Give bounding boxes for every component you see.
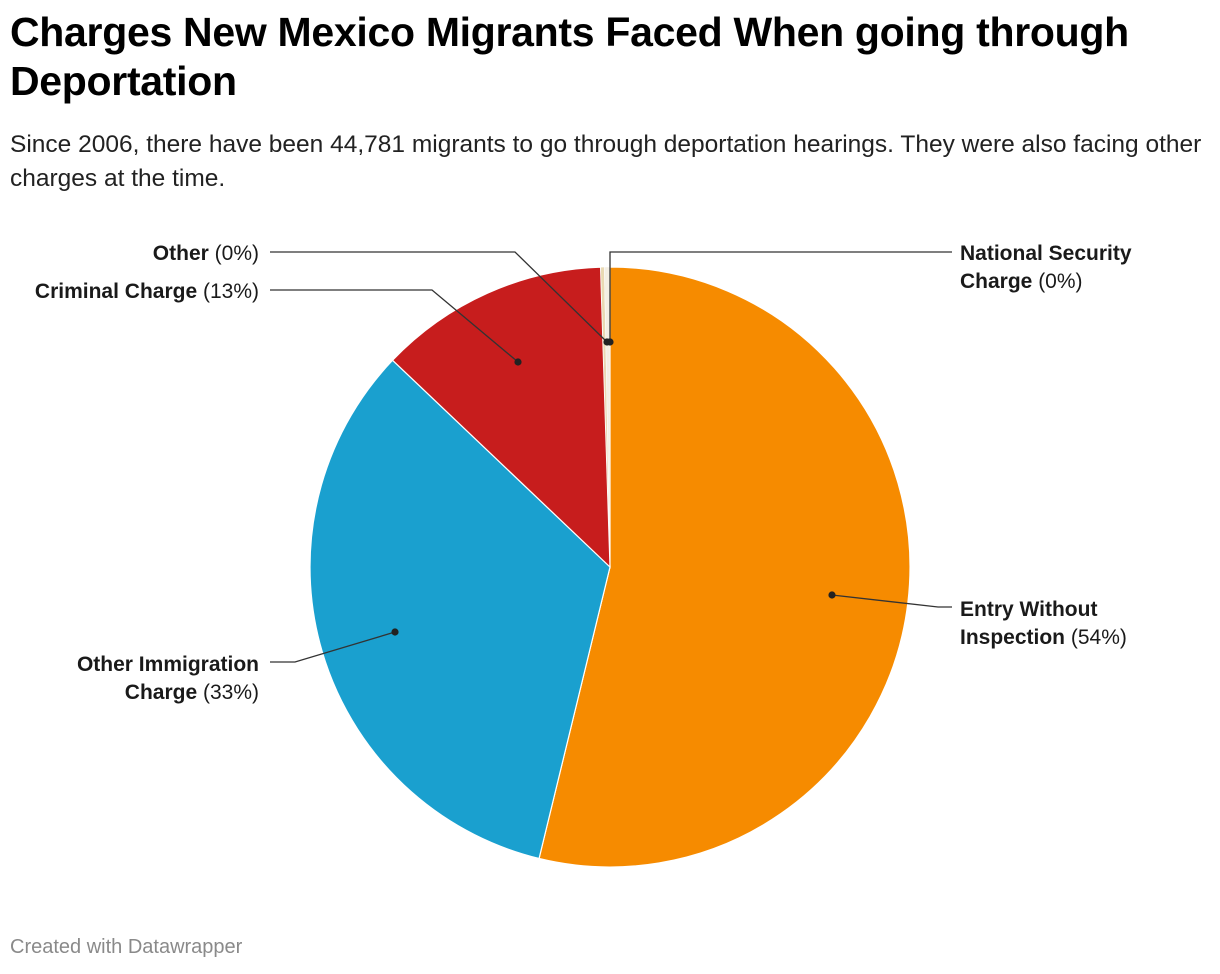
leader-lines: [270, 251, 952, 663]
slice-label-name: Other Immigration: [77, 653, 259, 676]
pie-slice-other-immigration-charge: [309, 359, 611, 860]
slice-label-other: Other (0%): [153, 242, 259, 265]
slice-label-name: National Security: [960, 242, 1132, 265]
leader-line-other: [270, 251, 608, 343]
slice-label-name: Inspection: [960, 626, 1065, 649]
slice-label-entry-without-inspection: Entry Without Inspection (54%): [960, 598, 1127, 649]
pie-slices: [309, 266, 911, 868]
slice-label-name: Entry Without: [960, 598, 1097, 621]
credit-footer: Created with Datawrapper: [10, 936, 243, 958]
leader-line-national-security-charge: [609, 251, 952, 342]
pie-slice-entry-without-inspection: [538, 266, 911, 868]
leader-line-criminal-charge: [270, 289, 519, 363]
slice-label-percent: (0%): [209, 242, 259, 265]
slice-label-other-immigration-charge: Other Immigration Charge (33%): [77, 653, 259, 704]
slice-label-name: Criminal Charge: [35, 280, 197, 303]
leader-line-entry-without-inspection: [831, 594, 952, 608]
slice-label-percent: (54%): [1065, 626, 1127, 649]
slice-label-percent: (13%): [197, 280, 259, 303]
leader-dot-criminal-charge: [514, 358, 522, 366]
pie-chart: Entry Without Inspection (54%) Other Immig…: [35, 242, 1132, 868]
leader-line-other-immigration-charge: [270, 631, 396, 663]
chart-subtitle: Since 2006, there have been 44,781 migra…: [10, 131, 1202, 192]
slice-label-name: Other: [153, 242, 209, 265]
slice-label-percent: (33%): [197, 681, 259, 704]
chart-title: Charges New Mexico Migrants Faced When g…: [10, 9, 1129, 104]
slice-label-name: Charge: [960, 270, 1032, 293]
slice-label-name: Charge: [125, 681, 197, 704]
slice-label-percent: (0%): [1032, 270, 1082, 293]
leader-dot-national-security-charge: [606, 338, 614, 346]
leader-dot-other-immigration-charge: [391, 628, 399, 636]
leader-dot-entry-without-inspection: [828, 591, 836, 599]
slice-label-national-security-charge: National Security Charge (0%): [960, 242, 1132, 293]
slice-labels: Entry Without Inspection (54%) Other Immig…: [35, 242, 1132, 704]
slice-label-criminal-charge: Criminal Charge (13%): [35, 280, 259, 303]
pie-slice-criminal-charge: [391, 266, 611, 569]
